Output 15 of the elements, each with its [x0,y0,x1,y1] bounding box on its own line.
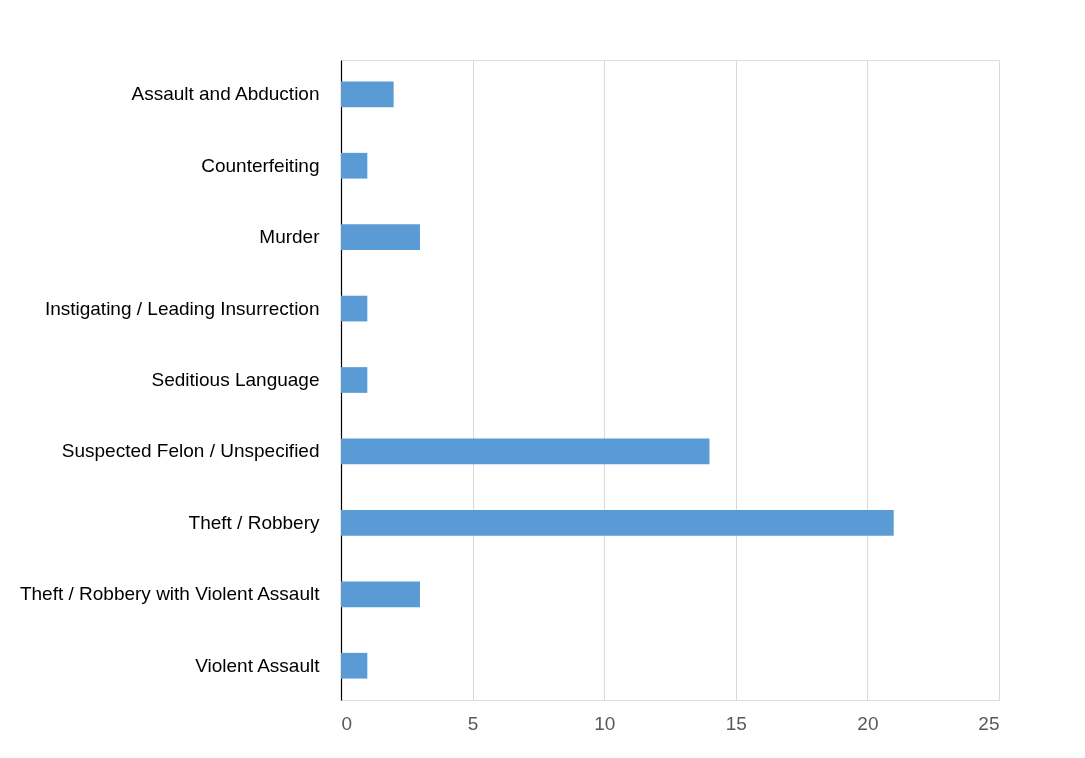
y-tick-label: Assault and Abduction [131,83,320,105]
y-tick-label: Suspected Felon / Unspecified [61,440,320,462]
y-tick-label: Instigating / Leading Insurrection [44,297,320,319]
x-tick-label: 10 [594,712,616,734]
x-tick-label: 0 [341,712,353,734]
y-tick-label: Violent Assault [195,654,321,676]
x-tick-label: 20 [857,712,879,734]
y-tick-label: Counterfeiting [201,154,320,176]
x-tick-label: 25 [978,712,1000,734]
x-tick-label: 5 [467,712,479,734]
y-tick-label: Theft / Robbery with Violent Assault [19,583,321,605]
y-tick-label: Murder [259,226,321,248]
y-tick-label: Theft / Robbery [188,511,320,533]
x-tick-label: 15 [725,712,747,734]
y-tick-label: Seditious Language [151,369,320,390]
